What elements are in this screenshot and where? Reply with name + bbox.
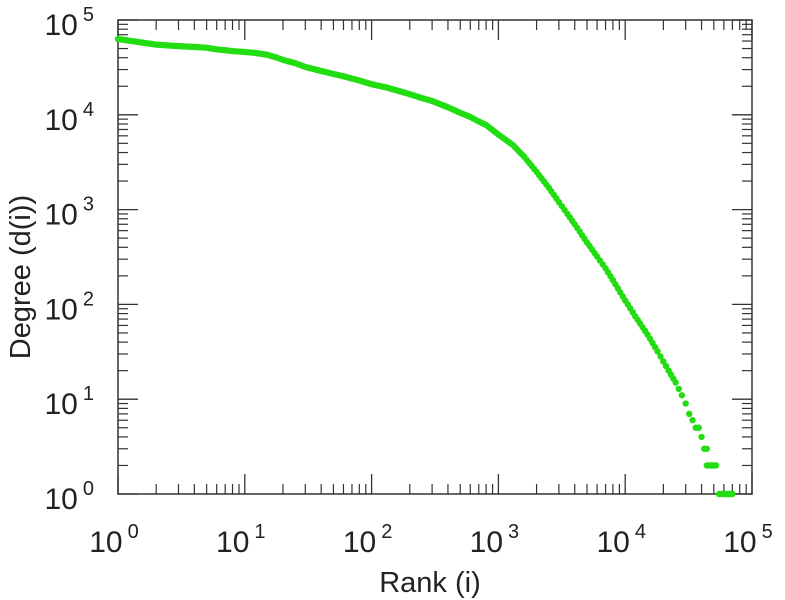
x-tick-label: 10 4	[596, 521, 646, 559]
y-minor-ticks	[118, 23, 752, 467]
data-point-plateau	[712, 462, 719, 469]
plot-border	[117, 19, 753, 495]
x-tick-labels: 10 0 10 1 10 2 10 3 10 4 10 5	[89, 521, 773, 559]
y-tick-label: 10 4	[45, 99, 95, 137]
data-point-plateau	[727, 490, 735, 498]
data-point	[654, 348, 661, 355]
data-point	[698, 433, 705, 441]
data-point	[672, 379, 679, 386]
data-point	[682, 400, 689, 407]
x-tick-label: 10 5	[723, 521, 773, 559]
plot-frame	[117, 19, 753, 495]
x-tick-label: 10 2	[343, 521, 393, 559]
x-tick-label: 10 3	[470, 521, 520, 559]
x-tick-label: 10 1	[216, 521, 265, 559]
data-point	[686, 410, 693, 418]
y-major-ticks	[118, 19, 752, 495]
y-tick-label: 10 1	[45, 383, 95, 421]
x-minor-ticks	[155, 20, 747, 494]
data-point	[695, 424, 702, 431]
x-major-ticks	[117, 20, 753, 494]
data-point-fill	[675, 385, 682, 393]
data-point	[703, 445, 710, 452]
y-tick-label: 10 0	[45, 478, 95, 516]
x-tick-label: 10 0	[89, 521, 139, 559]
x-axis-label: Rank (i)	[379, 567, 481, 599]
y-tick-label: 10 3	[45, 194, 95, 232]
y-tick-label: 10 2	[45, 288, 95, 326]
y-axis-label: Degree (d(i))	[5, 195, 37, 359]
data-point-fill	[657, 353, 664, 360]
data-points	[114, 35, 736, 498]
data-point	[689, 417, 696, 424]
data-point	[678, 392, 686, 399]
y-tick-label: 10 5	[45, 4, 95, 42]
